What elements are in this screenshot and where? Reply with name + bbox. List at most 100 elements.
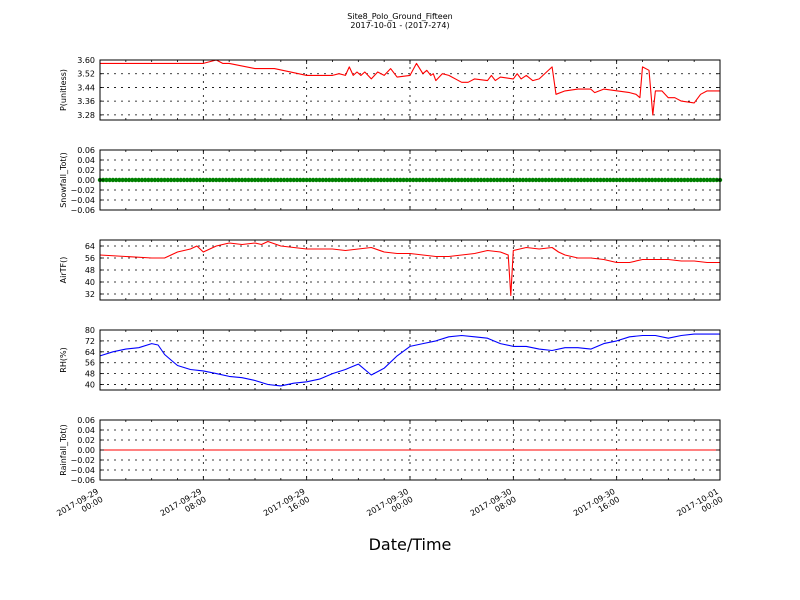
data-point: [268, 177, 274, 183]
data-point: [307, 177, 313, 183]
data-point: [701, 177, 707, 183]
data-point: [533, 177, 539, 183]
data-point: [608, 177, 613, 183]
data-point: [113, 177, 119, 183]
data-point: [504, 177, 510, 183]
data-point: [178, 177, 183, 183]
data-point: [314, 177, 319, 183]
axes-frame: [99, 59, 721, 121]
data-point: [352, 177, 358, 183]
data-point: [475, 177, 481, 183]
data-point: [201, 177, 206, 183]
data-point: [356, 177, 361, 183]
data-point: [562, 177, 568, 183]
data-point: [604, 177, 610, 183]
y-tick-label: −0.06: [70, 476, 95, 485]
data-point: [362, 177, 367, 183]
data-point: [453, 177, 458, 183]
data-point: [666, 177, 671, 183]
data-point: [662, 177, 668, 183]
data-point: [168, 177, 174, 183]
data-point: [585, 177, 590, 183]
data-point: [217, 177, 222, 183]
data-point: [430, 177, 435, 183]
y-tick-label: 0.06: [77, 416, 95, 425]
y-tick-label: −0.02: [70, 456, 95, 465]
y-tick-label: 0.02: [77, 436, 95, 445]
data-point: [404, 177, 409, 183]
x-tick-label: 2017-09-3000:00: [365, 487, 414, 526]
y-tick-label: 80: [85, 326, 95, 335]
data-point: [498, 177, 503, 183]
axes-frame: [99, 419, 721, 481]
data-point: [553, 177, 558, 183]
data-point: [172, 177, 177, 183]
data-point: [527, 177, 532, 183]
data-point: [407, 177, 413, 183]
data-point: [149, 177, 154, 183]
data-point: [414, 177, 419, 183]
data-point: [679, 177, 684, 183]
data-point: [494, 177, 500, 183]
data-point: [675, 177, 681, 183]
chart-title: Site8_Polo_Ground_Fifteen: [347, 12, 453, 21]
y-tick-label: −0.06: [70, 206, 95, 215]
data-point: [549, 177, 555, 183]
axes-frame: [99, 329, 721, 391]
data-point: [591, 177, 597, 183]
data-point: [698, 177, 703, 183]
data-point: [381, 177, 387, 183]
data-point: [588, 177, 594, 183]
data-point: [210, 177, 216, 183]
data-point: [343, 177, 348, 183]
data-point: [310, 177, 316, 183]
data-point: [304, 177, 309, 183]
data-point: [375, 177, 380, 183]
data-point: [711, 177, 716, 183]
data-point: [369, 177, 374, 183]
data-point: [633, 177, 639, 183]
y-axis-label: Snowfall_Tot(): [59, 152, 68, 208]
data-point: [514, 177, 519, 183]
chart-subtitle: 2017-10-01 - (2017-274): [350, 21, 450, 30]
series-line: [99, 333, 720, 387]
data-point: [501, 177, 506, 183]
y-tick-label: 40: [85, 278, 95, 287]
data-point: [359, 177, 364, 183]
data-point: [556, 177, 561, 183]
data-point: [423, 177, 429, 183]
data-point: [411, 177, 416, 183]
data-point: [524, 177, 529, 183]
data-point: [640, 177, 645, 183]
data-point: [627, 177, 632, 183]
data-point: [194, 177, 200, 183]
series-line: [99, 240, 720, 297]
data-point: [472, 177, 477, 183]
y-tick-label: −0.04: [70, 466, 95, 475]
data-point: [420, 177, 426, 183]
data-point: [540, 177, 545, 183]
data-point: [427, 177, 432, 183]
y-tick-label: 56: [85, 359, 95, 368]
data-point: [446, 177, 451, 183]
y-tick-label: 72: [85, 337, 95, 346]
data-point: [614, 177, 619, 183]
data-point: [469, 177, 474, 183]
data-point: [575, 177, 581, 183]
data-point: [249, 177, 254, 183]
y-axis-label: AirTF(): [59, 257, 68, 284]
data-point: [569, 177, 574, 183]
y-tick-label: 0.04: [77, 156, 95, 165]
data-point: [669, 177, 674, 183]
axes-frame: [99, 149, 721, 211]
x-axis-label: Date/Time: [369, 535, 452, 554]
data-point: [630, 177, 636, 183]
data-point: [559, 177, 564, 183]
data-point: [398, 177, 403, 183]
y-tick-label: 56: [85, 254, 95, 263]
data-point: [330, 177, 335, 183]
data-point: [243, 177, 248, 183]
data-point: [365, 177, 371, 183]
data-point: [146, 177, 151, 183]
data-point: [327, 177, 332, 183]
